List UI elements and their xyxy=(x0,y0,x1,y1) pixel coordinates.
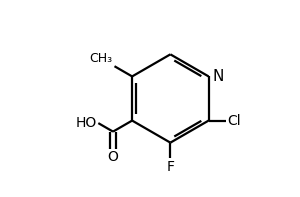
Text: O: O xyxy=(108,150,118,164)
Text: N: N xyxy=(213,69,224,84)
Text: CH₃: CH₃ xyxy=(90,52,113,65)
Text: F: F xyxy=(167,160,174,174)
Text: HO: HO xyxy=(75,116,97,130)
Text: Cl: Cl xyxy=(227,114,241,128)
